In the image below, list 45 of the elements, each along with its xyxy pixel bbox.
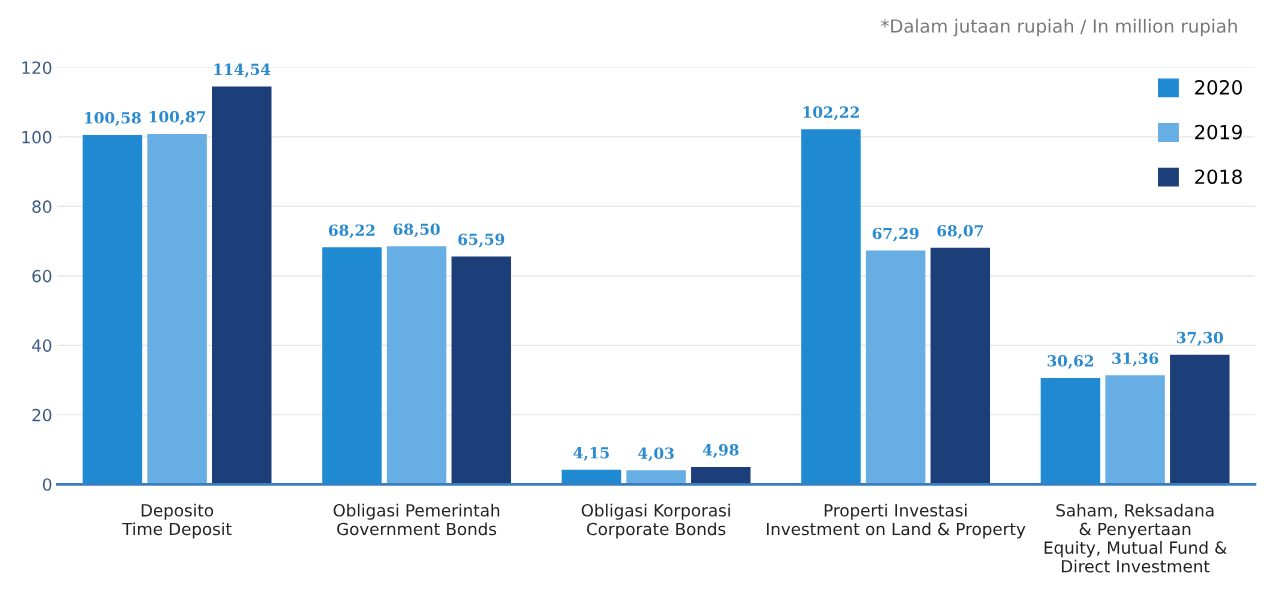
data-label: 102,22 <box>803 106 859 121</box>
data-label: 30,62 <box>1047 355 1094 369</box>
legend-label: 2019 <box>1195 124 1242 140</box>
bar <box>322 247 382 485</box>
x-tick-label: Properti Investasi Investment on Land & Property <box>767 503 1026 539</box>
bar <box>1170 354 1230 485</box>
bar <box>865 250 926 485</box>
bar <box>1105 375 1165 485</box>
data-label: 100,87 <box>149 111 206 125</box>
data-label: 114,54 <box>214 63 271 78</box>
bar <box>930 247 991 485</box>
y-tick-label: 120 <box>22 61 52 74</box>
x-tick-label: Obligasi Korporasi Corporate Bonds <box>581 503 730 539</box>
data-label: 4,15 <box>573 447 609 461</box>
data-label: 68,22 <box>328 224 375 239</box>
data-label: 67,29 <box>872 227 919 242</box>
data-label: 68,07 <box>937 224 983 239</box>
bar <box>212 86 272 485</box>
legend-label: 2018 <box>1195 169 1242 185</box>
x-tick-label: Deposito Time Deposit <box>122 503 232 539</box>
y-tick-label: 100 <box>22 130 52 144</box>
bar <box>82 134 143 485</box>
bar <box>147 133 207 485</box>
y-tick-label: 0 <box>42 478 52 491</box>
x-tick-label: Saham, Reksadana & Penyertaan Equity, Mutual Fund & Direct Investment <box>1044 503 1227 573</box>
y-tick-label: 40 <box>32 339 52 352</box>
bar <box>691 466 751 485</box>
legend-label: 2020 <box>1195 80 1242 95</box>
bar <box>801 129 861 485</box>
x-tick-label: Obligasi Pemerintah Government Bonds <box>333 503 500 536</box>
data-label: 37,30 <box>1176 331 1224 346</box>
bar <box>451 256 512 485</box>
bar <box>626 470 686 485</box>
y-tick-label: 80 <box>32 200 52 213</box>
bar <box>1040 377 1101 485</box>
y-tick-label: 60 <box>32 269 52 283</box>
y-tick-label: 20 <box>32 408 52 422</box>
text: *Dalam jutaan rupiah / In million rupiah <box>880 18 1237 37</box>
data-label: 31,36 <box>1112 352 1159 367</box>
data-label: 4,03 <box>638 447 674 462</box>
data-label: 4,98 <box>702 444 739 458</box>
bar <box>386 246 447 485</box>
data-label: 100,58 <box>85 112 141 126</box>
data-label: 65,59 <box>458 233 505 248</box>
data-label: 68,50 <box>393 223 440 238</box>
